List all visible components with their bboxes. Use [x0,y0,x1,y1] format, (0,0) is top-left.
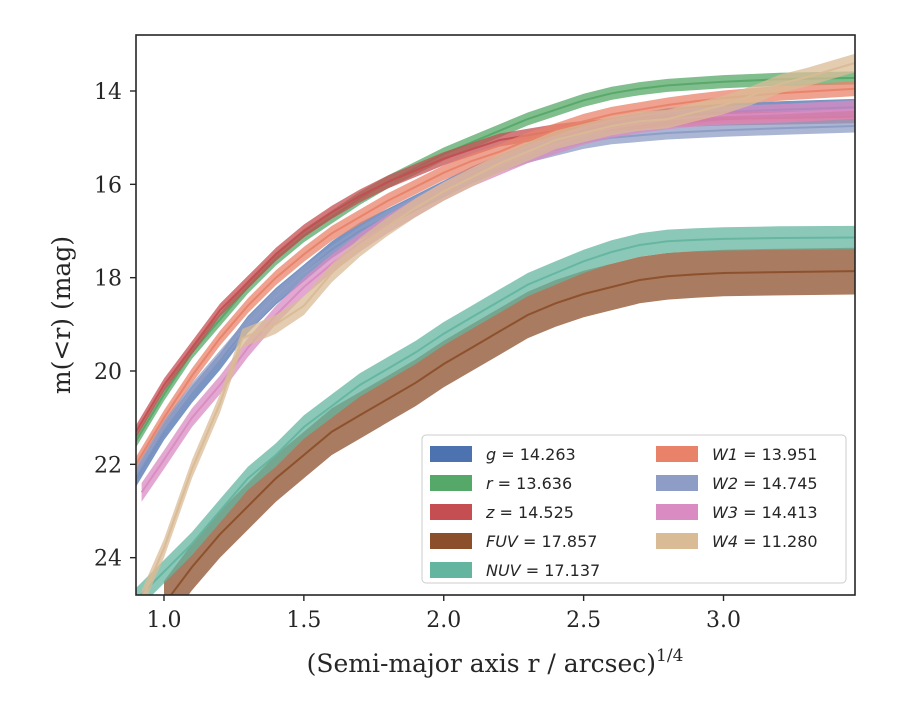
y-tick-label: 18 [94,267,122,292]
legend-swatch-nuv [430,562,472,578]
series-band-w4 [141,53,855,595]
x-tick-label: 2.0 [426,608,461,633]
series-w4 [141,53,855,595]
series-fuv [164,247,855,595]
legend-label-w3: W3 = 14.413 [712,503,818,522]
legend-label-nuv: NUV = 17.137 [486,561,600,580]
series-band-w3 [141,100,855,502]
series-line-w4 [142,62,855,595]
legend-label-w2: W2 = 14.745 [712,474,818,493]
series-line-fuv [169,270,855,595]
y-tick-label: 22 [94,453,122,478]
series-line-w1 [136,87,855,465]
series-nuv [136,225,855,595]
legend-label-r: r = 13.636 [486,474,572,493]
plot-area-frame [135,34,856,596]
x-tick-label: 2.5 [566,608,601,633]
legend: g = 14.263 r = 13.636 z = 14.525 FUV = 17.8… [421,434,847,584]
legend-swatch-g [430,446,472,462]
legend-swatch-fuv [430,533,472,549]
legend-label-g: g = 14.263 [486,445,576,464]
y-axis-ticks: 14 16 18 20 22 24 [94,80,136,572]
series-band-fuv [164,247,855,595]
legend-swatch-w2 [656,475,698,491]
x-tick-label: 1.0 [146,608,181,633]
legend-swatch-w1 [656,446,698,462]
y-tick-label: 14 [94,80,122,105]
series-band-nuv [136,225,855,595]
legend-label-fuv: FUV = 17.857 [486,532,597,551]
y-axis-title: m(<r) (mag) [47,236,76,394]
x-axis-ticks: 1.0 1.5 2.0 2.5 3.0 [146,595,741,633]
legend-swatch-w3 [656,504,698,520]
legend-frame [421,434,847,584]
series-band-r [136,71,855,448]
legend-label-w4: W4 = 11.280 [712,532,818,551]
legend-label-z: z = 14.525 [485,503,574,522]
y-tick-label: 24 [94,547,122,572]
legend-swatch-w4 [656,533,698,549]
legend-swatch-r [430,475,472,491]
series-layer [136,53,855,595]
x-tick-label: 1.5 [286,608,321,633]
x-tick-label: 3.0 [706,608,741,633]
y-tick-label: 20 [94,360,122,385]
x-axis-title: (Semi-major axis r / arcsec)1/4 [307,646,684,678]
legend-swatch-z [430,504,472,520]
series-line-nuv [139,236,855,595]
legend-label-w1: W1 = 13.951 [712,445,818,464]
y-tick-label: 16 [94,173,122,198]
